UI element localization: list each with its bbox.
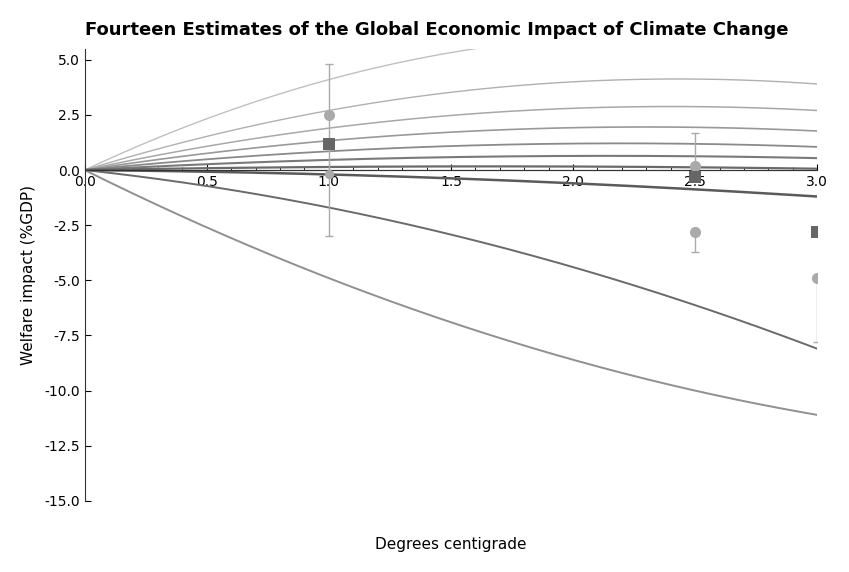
Y-axis label: Welfare impact (%GDP): Welfare impact (%GDP) xyxy=(21,185,36,365)
X-axis label: Degrees centigrade: Degrees centigrade xyxy=(375,537,526,552)
Point xyxy=(811,227,824,236)
Point xyxy=(322,139,335,148)
Point xyxy=(689,172,702,181)
Text: Fourteen Estimates of the Global Economic Impact of Climate Change: Fourteen Estimates of the Global Economi… xyxy=(85,21,788,39)
Point xyxy=(322,170,335,179)
